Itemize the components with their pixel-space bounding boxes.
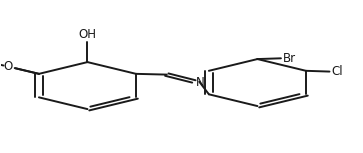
Text: OH: OH [78, 28, 97, 41]
Text: Br: Br [283, 52, 296, 65]
Text: Cl: Cl [331, 65, 343, 78]
Text: N: N [196, 76, 204, 89]
Text: O: O [4, 60, 13, 73]
